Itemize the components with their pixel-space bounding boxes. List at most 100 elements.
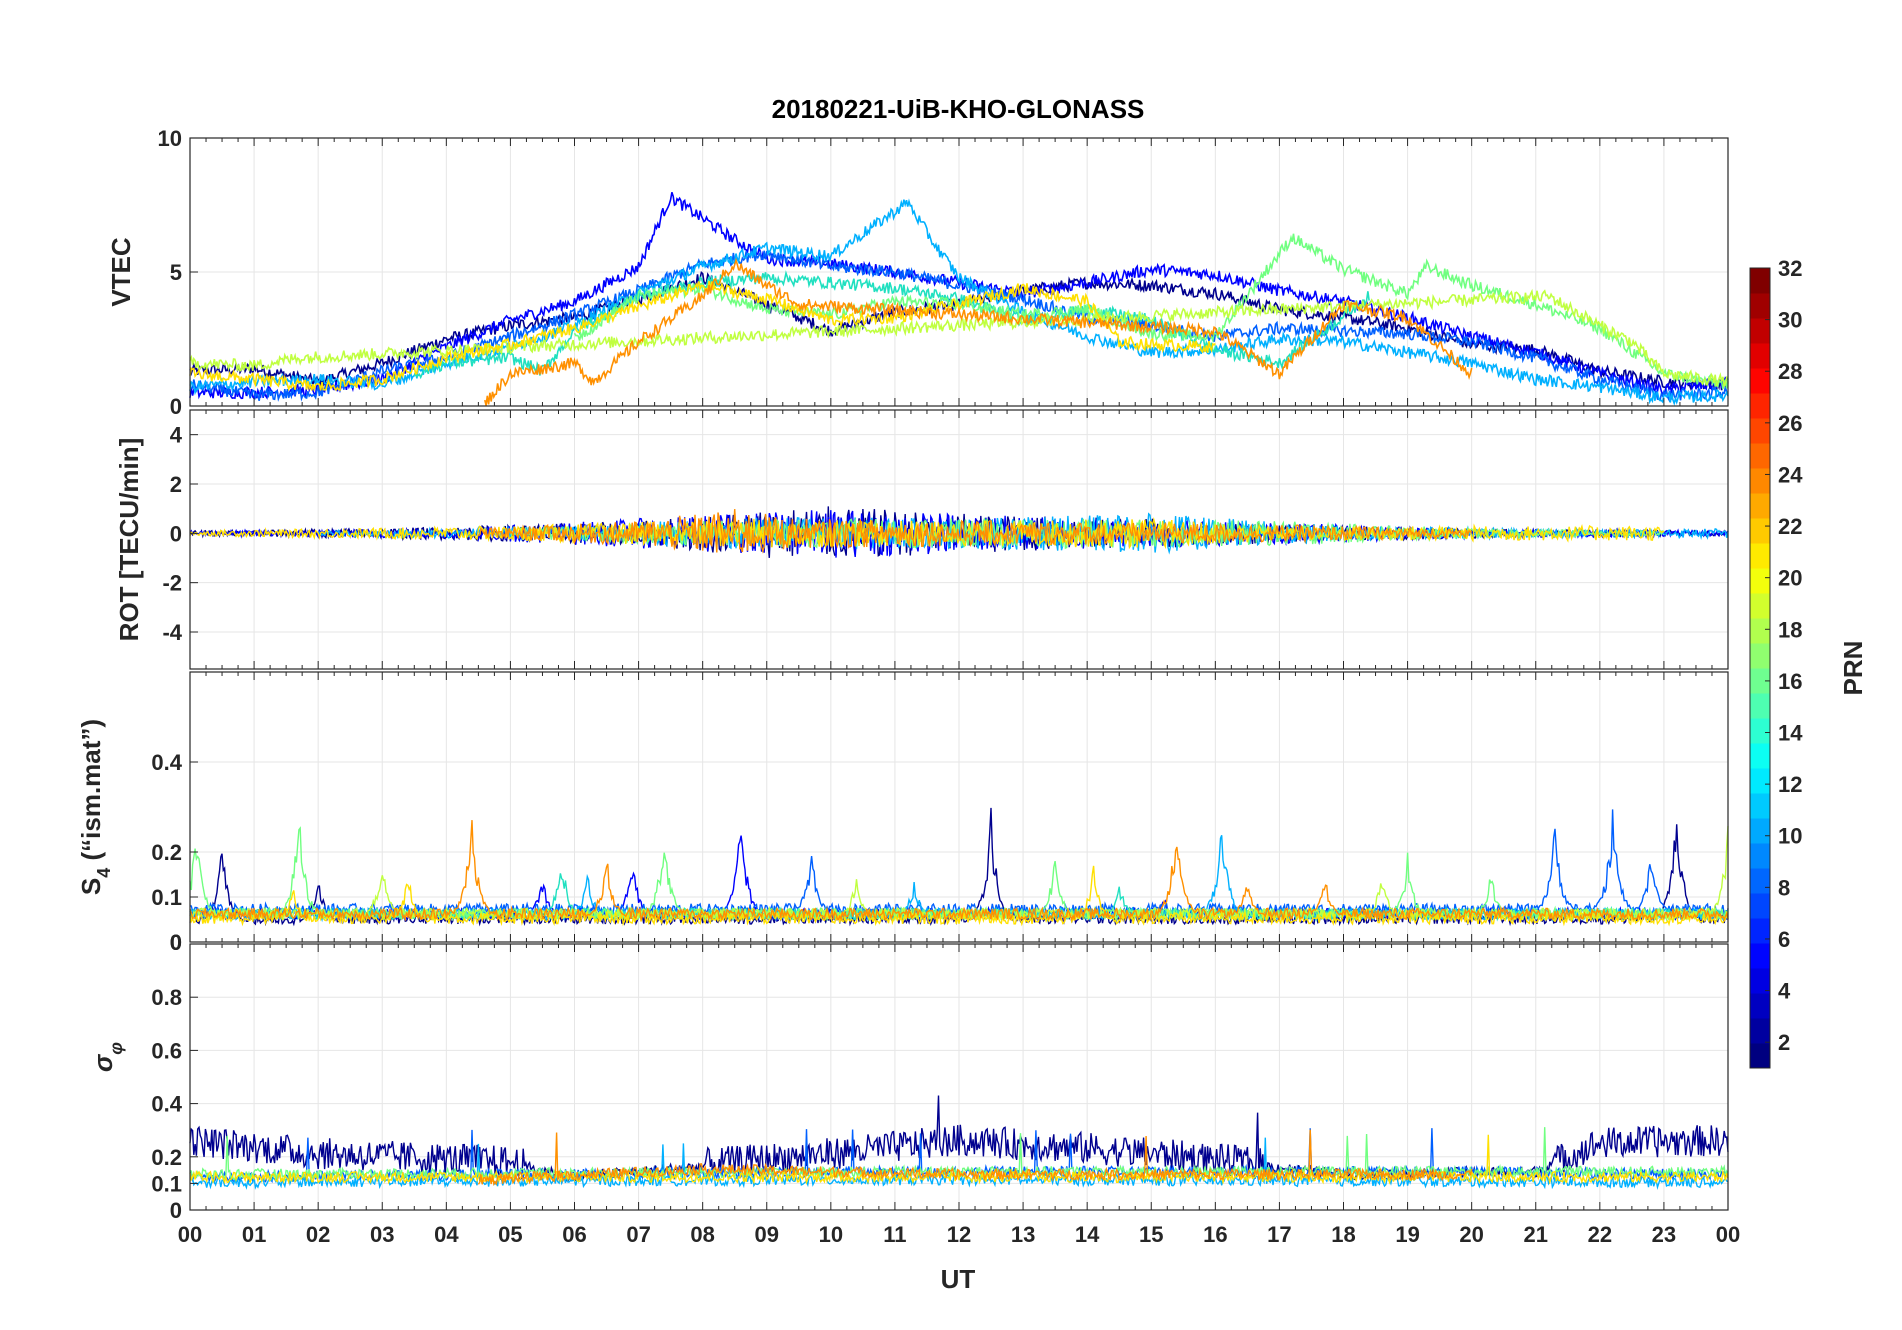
colorbar-segment: [1750, 493, 1770, 519]
vtec-series-prn-20: [189, 280, 1216, 392]
colorbar-tick-label: 6: [1778, 927, 1790, 952]
x-tick-label: 21: [1524, 1222, 1548, 1247]
colorbar-segment: [1750, 893, 1770, 919]
panel-1: -4 -2 0 2 4 ROT [TECU/min]: [114, 409, 1729, 670]
colorbar-segment: [1750, 543, 1770, 569]
colorbar-frame: [1749, 267, 1771, 1069]
colorbar-segment: [1750, 368, 1770, 394]
x-tick-label: 00: [178, 1222, 202, 1247]
colorbar-segment: [1750, 443, 1770, 469]
x-tick-label: 17: [1267, 1222, 1291, 1247]
x-tick-label: 06: [562, 1222, 586, 1247]
x-tick-label: 15: [1139, 1222, 1163, 1247]
colorbar-segment: [1750, 793, 1770, 819]
colorbar-tick-label: 12: [1778, 772, 1802, 797]
colorbar-segment: [1750, 868, 1770, 894]
y-tick-label: 0.6: [151, 1038, 182, 1063]
y-tick-label: 0.4: [151, 750, 182, 775]
y-tick-label: 5: [170, 260, 182, 285]
colorbar-segment: [1750, 943, 1770, 969]
y-tick-label: 0: [170, 1198, 182, 1223]
y-tick-label: -4: [162, 620, 182, 645]
colorbar-segment: [1750, 643, 1770, 669]
colorbar-segment: [1750, 743, 1770, 769]
colorbar-segment: [1750, 768, 1770, 794]
colorbar-tick-label: 2: [1778, 1030, 1790, 1055]
x-axis-label: UT: [941, 1264, 976, 1294]
x-tick-label: 04: [434, 1222, 459, 1247]
panel-3: 00.10.2 0.4 0.6 0.8 σφ: [88, 943, 1729, 1223]
y-tick-label: 10: [158, 126, 182, 151]
colorbar-tick-label: 14: [1778, 721, 1803, 746]
y-tick-label: 0.1: [151, 885, 182, 910]
colorbar-segment: [1750, 1043, 1770, 1069]
colorbar-segment: [1750, 343, 1770, 369]
vtec-series-prn-1: [189, 270, 1729, 392]
colorbar-segment: [1750, 693, 1770, 719]
colorbar-tick-label: 26: [1778, 411, 1802, 436]
colorbar-tick-label: 24: [1778, 462, 1803, 487]
colorbar-tick-label: 28: [1778, 359, 1802, 384]
colorbar-segment: [1750, 843, 1770, 869]
x-tick-label: 20: [1459, 1222, 1483, 1247]
x-tick-label: 01: [242, 1222, 266, 1247]
colorbar-segment: [1750, 518, 1770, 544]
panel-0: 0 5 10 VTEC: [106, 126, 1729, 419]
x-tick-label: 16: [1203, 1222, 1227, 1247]
colorbar-segment: [1750, 968, 1770, 994]
colorbar-segment: [1750, 568, 1770, 594]
x-tick-label: 08: [690, 1222, 714, 1247]
colorbar-segment: [1750, 918, 1770, 944]
x-tick-label: 11: [883, 1222, 906, 1247]
colorbar-label: PRN: [1838, 641, 1868, 696]
x-tick-label: 02: [306, 1222, 330, 1247]
vtec-series-prn-13: [413, 270, 1370, 380]
y-tick-label: 0.4: [151, 1092, 182, 1117]
colorbar-segment: [1750, 268, 1770, 294]
colorbar-segment: [1750, 993, 1770, 1019]
y-tick-label: 4: [170, 423, 183, 448]
x-tick-label: 18: [1331, 1222, 1355, 1247]
x-tick-label: 12: [947, 1222, 971, 1247]
y-tick-label: 0.2: [151, 840, 182, 865]
y-tick-label: 0: [170, 930, 182, 955]
s4-series-prn-20: [189, 865, 1729, 927]
colorbar-tick-label: 10: [1778, 824, 1802, 849]
y-tick-label: 0: [170, 521, 182, 546]
colorbar-segment: [1750, 818, 1770, 844]
x-tick-label: 19: [1395, 1222, 1419, 1247]
y-tick-label: 0: [170, 930, 182, 955]
colorbar-tick-label: 18: [1778, 617, 1802, 642]
y-tick-label: -2: [162, 571, 182, 596]
colorbar-segment: [1750, 618, 1770, 644]
y-axis-label: VTEC: [106, 237, 136, 307]
colorbar-segment: [1750, 718, 1770, 744]
x-tick-label: 07: [626, 1222, 650, 1247]
colorbar-segment: [1750, 593, 1770, 619]
x-tick-label: 22: [1588, 1222, 1612, 1247]
rot-series-prn-23: [478, 509, 1473, 554]
x-tick-label: 03: [370, 1222, 394, 1247]
vtec-series-prn-18: [189, 288, 1729, 387]
colorbar-tick-label: 30: [1778, 308, 1802, 333]
x-tick-label: 23: [1652, 1222, 1676, 1247]
s4-series-prn-23: [189, 820, 1729, 922]
colorbar-segment: [1750, 468, 1770, 494]
y-tick-label: 0: [170, 394, 182, 419]
chart-title: 20180221-UiB-KHO-GLONASS: [772, 94, 1145, 124]
colorbar-segment: [1750, 293, 1770, 319]
vtec-series-prn-23: [484, 257, 1473, 406]
vtec-series-prn-11: [189, 198, 1729, 406]
y-tick-label: 0.1: [151, 1171, 182, 1196]
x-tick-label: 09: [755, 1222, 779, 1247]
colorbar-segment: [1750, 393, 1770, 419]
y-tick-label: 0.2: [151, 1145, 182, 1170]
x-tick-label: 05: [498, 1222, 522, 1247]
colorbar-tick-label: 4: [1778, 979, 1791, 1004]
y-tick-label: 0.8: [151, 985, 182, 1010]
x-tick-label: 14: [1075, 1222, 1100, 1247]
